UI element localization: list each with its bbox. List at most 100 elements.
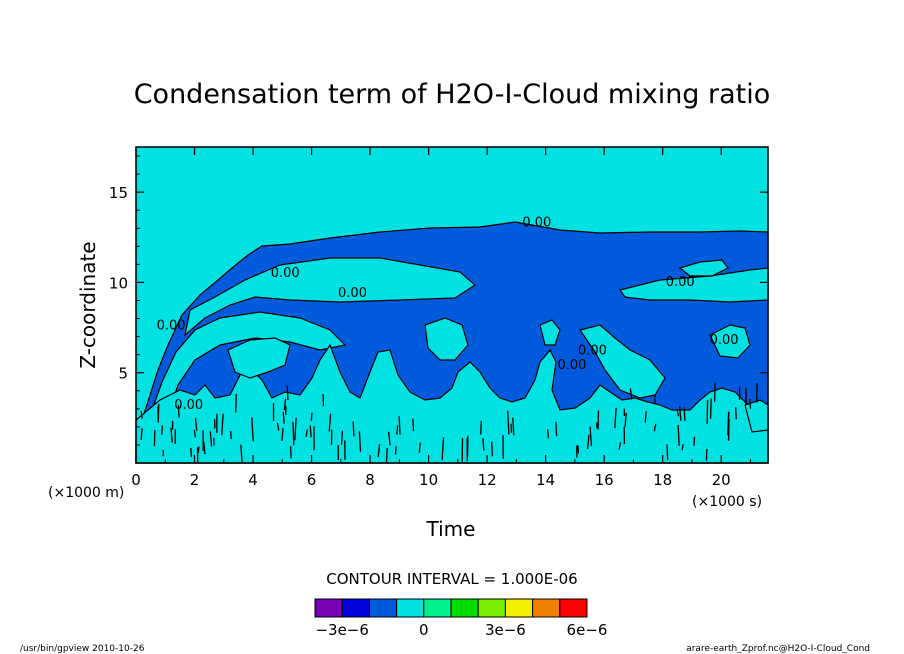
y-axis-label: Z-coordinate xyxy=(76,241,100,368)
colorbar-swatch xyxy=(423,598,452,618)
contour-noise-stroke xyxy=(251,417,254,442)
contour-label: 0.00 xyxy=(157,318,186,333)
x-tick-label: 20 xyxy=(712,471,731,489)
contour-label: 0.00 xyxy=(174,398,203,413)
positive-pocket-low-1 xyxy=(539,319,561,346)
contour-noise-stroke xyxy=(555,421,558,437)
contour-noise-stroke xyxy=(230,430,232,440)
contour-noise-stroke xyxy=(157,403,160,423)
contour-label: 0.00 xyxy=(271,266,300,281)
contour-noise-stroke xyxy=(394,446,397,455)
contour-noise-stroke xyxy=(352,421,355,437)
contour-noise-stroke xyxy=(396,425,399,435)
contour-noise-stroke xyxy=(240,444,243,462)
x-axis-unit: (×1000 s) xyxy=(692,494,762,510)
contour-label: 0.00 xyxy=(338,286,367,301)
colorbar-swatch xyxy=(450,598,479,618)
contour-label: 0.00 xyxy=(522,215,551,230)
contour-noise-stroke xyxy=(283,398,287,411)
contour-noise-stroke xyxy=(577,445,580,454)
colorbar-swatch xyxy=(396,598,425,618)
contour-noise-stroke xyxy=(586,434,590,450)
x-tick-label: 18 xyxy=(653,471,672,489)
contour-label: 0.00 xyxy=(710,333,739,348)
y-axis: 5 10 15 xyxy=(109,155,768,446)
contour-noise-stroke xyxy=(281,427,284,441)
positive-pocket-far-right xyxy=(678,259,729,277)
y-tick-label: 5 xyxy=(118,365,128,383)
contour-noise-stroke xyxy=(170,427,173,443)
contour-noise-stroke xyxy=(589,426,593,447)
contour-noise-stroke xyxy=(441,437,445,461)
contour-noise-stroke xyxy=(328,413,332,432)
contour-noise-stroke xyxy=(140,410,143,419)
colorbar-swatch xyxy=(504,598,534,618)
positive-pocket-mid-2 xyxy=(424,317,469,361)
contour-noise-stroke xyxy=(629,388,633,400)
contour-noise-stroke xyxy=(398,416,401,435)
contour-noise xyxy=(140,382,758,463)
contour-noise-stroke xyxy=(305,429,308,437)
contour-noise-stroke xyxy=(491,441,494,457)
contour-noise-stroke xyxy=(653,423,657,432)
colorbar-tick-label: 6e−6 xyxy=(567,621,608,639)
footer-left: /usr/bin/gpview 2010-10-26 xyxy=(20,644,145,654)
chart-title: Condensation term of H2O-I-Cloud mixing … xyxy=(134,79,771,110)
x-axis: 0 2 4 6 8 10 12 14 16 18 20 xyxy=(131,147,751,489)
contour-noise-stroke xyxy=(387,431,391,446)
contour-noise-stroke xyxy=(644,411,647,423)
colorbar-swatch xyxy=(559,598,588,618)
plot-frame xyxy=(135,146,769,464)
x-tick-label: 10 xyxy=(419,471,438,489)
contour-noise-stroke xyxy=(385,447,388,463)
contour-label: 0.00 xyxy=(578,344,607,359)
x-tick-label: 0 xyxy=(131,471,141,489)
contour-noise-stroke xyxy=(358,431,362,452)
contour-noise-stroke xyxy=(727,411,730,421)
colorbar-labels: −3e−6 0 3e−6 6e−6 xyxy=(315,621,607,639)
positive-pocket-mid-1 xyxy=(227,337,291,379)
contour-noise-stroke xyxy=(693,436,696,447)
y-tick-label: 15 xyxy=(109,184,128,202)
y-axis-unit: (×1000 m) xyxy=(48,485,124,501)
contour-noise-stroke xyxy=(202,441,206,455)
contour-noise-stroke xyxy=(340,430,344,445)
contour-noise-stroke xyxy=(190,447,193,458)
x-tick-label: 4 xyxy=(248,471,258,489)
x-tick-label: 6 xyxy=(307,471,317,489)
contour-noise-stroke xyxy=(482,438,485,451)
colorbar-swatch xyxy=(532,598,561,618)
contour-noise-stroke xyxy=(294,417,297,441)
positive-pocket-mid-4 xyxy=(709,324,751,359)
colorbar-swatch xyxy=(314,598,343,618)
contour-noise-stroke xyxy=(683,407,686,421)
contour-noise-stroke xyxy=(221,413,224,436)
contour-noise-stroke xyxy=(310,412,313,422)
colorbar-swatch xyxy=(477,598,506,618)
contour-noise-stroke xyxy=(512,417,515,436)
positive-pocket-upper-left xyxy=(184,257,476,337)
contour-noise-stroke xyxy=(480,420,482,435)
contour-noise-stroke xyxy=(140,428,143,440)
contour-label: 0.00 xyxy=(666,275,695,290)
x-axis-label: Time xyxy=(426,517,476,541)
colorbar xyxy=(314,598,588,618)
contour-noise-stroke xyxy=(681,444,684,451)
contour-noise-stroke xyxy=(276,422,280,431)
contour-noise-stroke xyxy=(377,444,381,458)
y-tick-label: 10 xyxy=(109,274,128,292)
contour-noise-stroke xyxy=(194,417,198,431)
x-tick-label: 14 xyxy=(536,471,555,489)
contour-label: 0.00 xyxy=(557,358,586,373)
contour-interval-text: CONTOUR INTERVAL = 1.000E-06 xyxy=(326,570,577,588)
x-tick-label: 16 xyxy=(595,471,614,489)
x-tick-label: 12 xyxy=(478,471,497,489)
contour-noise-stroke xyxy=(709,398,712,419)
contour-noise-stroke xyxy=(197,446,200,453)
contour-noise-stroke xyxy=(614,407,617,429)
colorbar-swatch xyxy=(368,598,398,618)
x-tick-label: 8 xyxy=(365,471,375,489)
contour-noise-stroke xyxy=(282,411,285,424)
